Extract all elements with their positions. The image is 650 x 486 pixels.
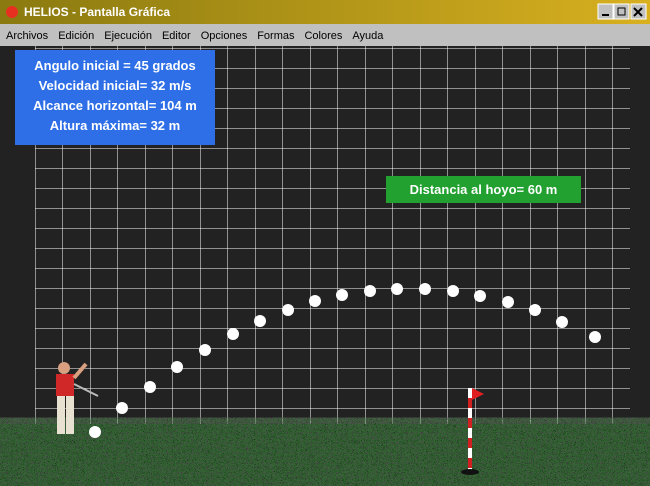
menu-item[interactable]: Ejecución — [104, 30, 152, 42]
flag — [461, 388, 484, 475]
golfer — [56, 362, 99, 434]
info-line: Alcance horizontal= 104 m — [33, 98, 197, 113]
grass-texture — [0, 424, 650, 486]
menu-bar: Archivos Edición Ejecución Editor Opciones Fo… — [0, 26, 650, 46]
menu-item[interactable]: Editor — [161, 30, 191, 42]
restore-button[interactable] — [613, 3, 630, 20]
menu-item[interactable]: Edición — [58, 30, 95, 42]
menu-item[interactable]: Colores — [304, 30, 343, 42]
info-line: Velocidad inicial= 32 m/s — [38, 78, 192, 93]
distance-label: Distancia al hoyo= 60 m — [386, 176, 581, 203]
menu-item[interactable]: Ayuda — [352, 30, 384, 42]
info-line: Altura máxima= 32 m — [49, 118, 181, 133]
title-bar: HELIOS - Pantalla Gráfica — [0, 0, 650, 24]
title-icons — [6, 3, 647, 20]
ball-trajectory — [89, 283, 601, 438]
app-icon — [6, 6, 18, 18]
restore-glyph — [617, 7, 626, 16]
minimize-button[interactable] — [597, 3, 614, 20]
window-title: HELIOS - Pantalla Gráfica — [24, 5, 171, 19]
menu-item[interactable]: Opciones — [200, 30, 248, 42]
close-glyph — [633, 7, 643, 17]
menu-item[interactable]: Formas — [257, 30, 295, 42]
menu-item[interactable]: Archivos — [6, 30, 49, 42]
info-line: Angulo inicial = 45 grados — [34, 58, 196, 73]
info-panel: Angulo inicial = 45 grados Velocidad inic… — [15, 50, 215, 145]
